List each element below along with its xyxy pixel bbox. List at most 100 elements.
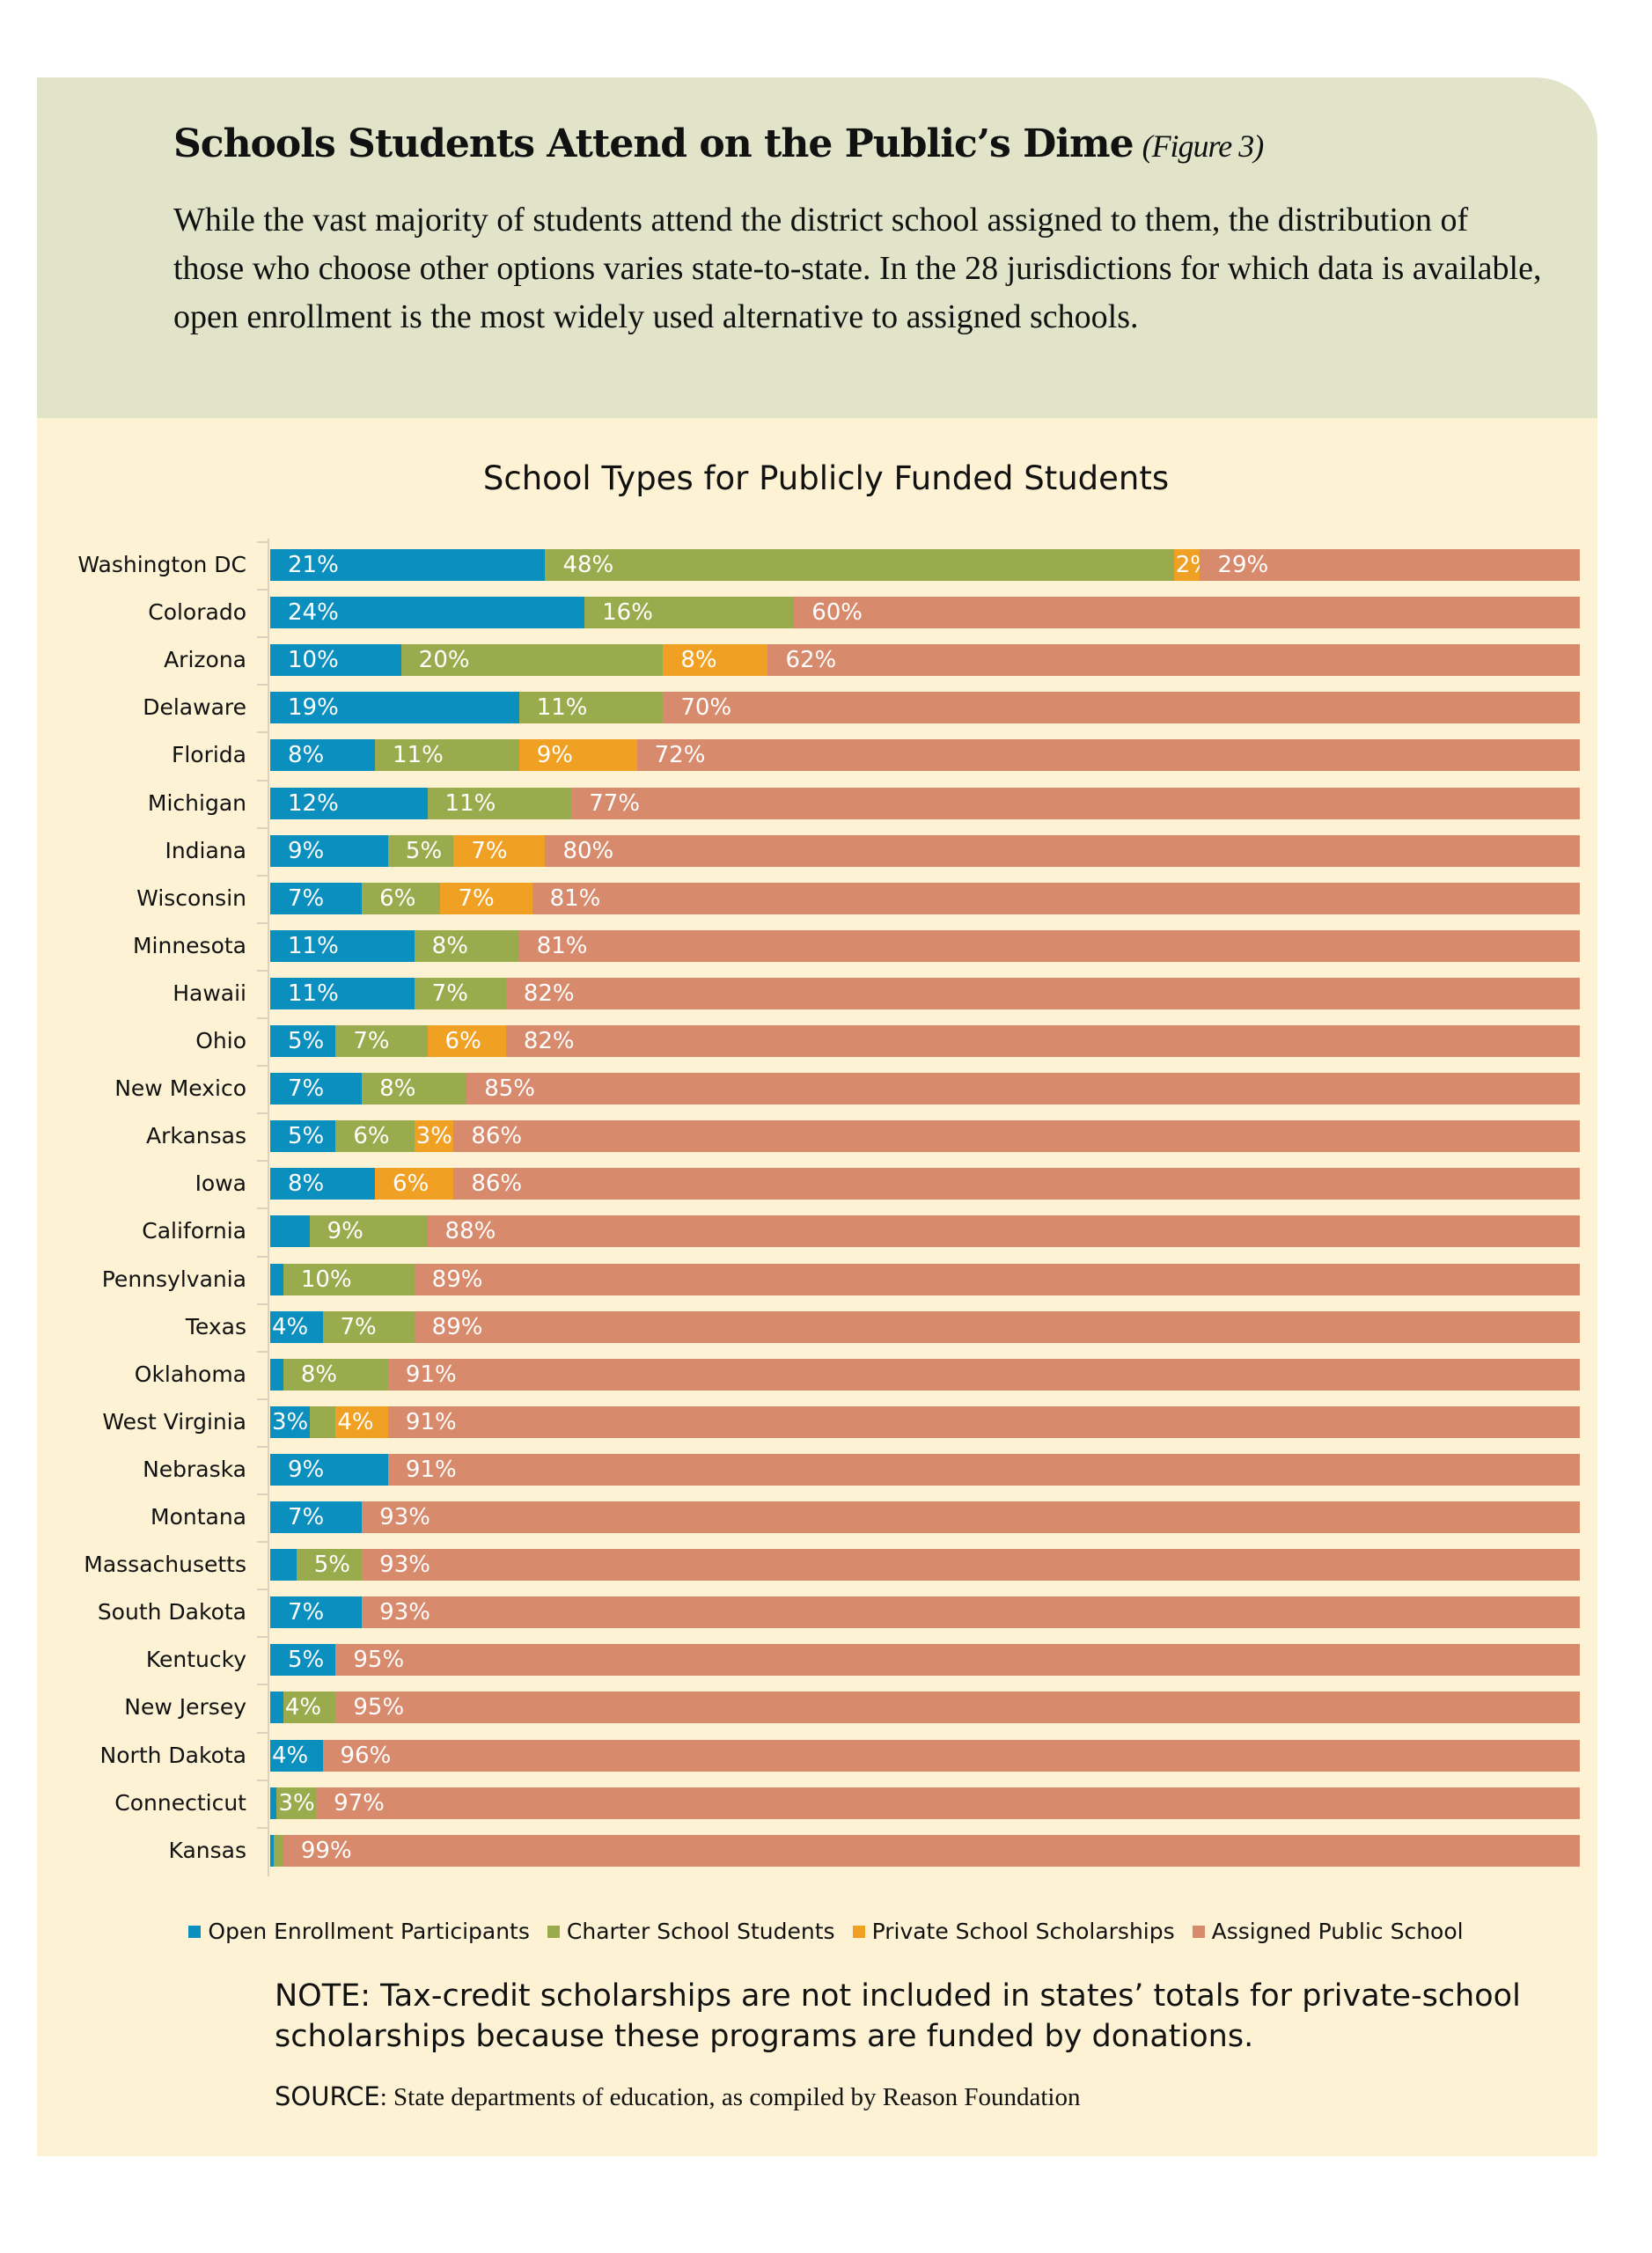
- row-label: Montana: [151, 1504, 246, 1530]
- axis-tick: [257, 1207, 269, 1210]
- data-label: 7%: [458, 884, 495, 912]
- bar-segment: [545, 834, 1580, 867]
- axis-tick: [257, 1017, 269, 1019]
- legend-label: Open Enrollment Participants: [208, 1919, 530, 1944]
- row-label: Colorado: [148, 599, 246, 626]
- data-label: 70%: [680, 694, 732, 722]
- axis-tick: [257, 779, 269, 782]
- row-label: Indiana: [165, 837, 246, 863]
- data-label: 5%: [313, 1552, 350, 1579]
- data-label: 8%: [680, 647, 717, 674]
- axis-tick: [257, 874, 269, 877]
- bar-segment: [270, 1834, 275, 1867]
- bar-segment: [270, 1453, 388, 1486]
- data-label: 29%: [1217, 552, 1269, 578]
- data-label: 91%: [405, 1408, 457, 1435]
- axis-tick: [257, 1112, 269, 1115]
- data-label: 5%: [405, 837, 443, 864]
- row-label: Michigan: [147, 789, 246, 816]
- legend-swatch: [852, 1926, 865, 1938]
- axis-tick: [257, 684, 269, 686]
- bar-segment: [270, 1549, 297, 1582]
- data-label: 6%: [393, 1171, 430, 1198]
- bar-segment: [362, 1073, 467, 1105]
- axis-tick: [257, 1065, 269, 1068]
- bar-segment: [794, 597, 1580, 629]
- bar-segment: [270, 1215, 310, 1248]
- legend-swatch: [547, 1926, 560, 1938]
- bar-segment: [270, 1692, 283, 1724]
- axis-tick: [257, 826, 269, 829]
- row-label: Ohio: [195, 1028, 246, 1053]
- data-label: 99%: [300, 1837, 352, 1864]
- source: SOURCE: State departments of education, …: [275, 2081, 1081, 2111]
- row-label: Connecticut: [114, 1789, 246, 1816]
- row-label: Texas: [185, 1313, 246, 1339]
- bar-segment: [270, 1358, 283, 1391]
- data-label: 77%: [589, 789, 641, 817]
- row-label: Pennsylvania: [101, 1266, 246, 1292]
- data-label: 11%: [393, 742, 444, 769]
- row-label: South Dakota: [97, 1599, 246, 1626]
- legend-label: Charter School Students: [566, 1919, 835, 1944]
- row-label: Arizona: [164, 647, 246, 673]
- bar-segment: [414, 1120, 454, 1153]
- data-label: 4%: [284, 1694, 322, 1721]
- data-label: 85%: [484, 1075, 535, 1103]
- axis-tick: [257, 1303, 269, 1305]
- bar-segment: [663, 692, 1580, 724]
- data-label: 5%: [288, 1123, 325, 1150]
- row-label: Iowa: [195, 1171, 246, 1197]
- bar-segment: [1173, 549, 1200, 581]
- data-label: 6%: [444, 1028, 481, 1054]
- data-label: 21%: [288, 552, 339, 578]
- data-label: 72%: [654, 742, 706, 769]
- data-label: 93%: [379, 1504, 430, 1530]
- data-label: 8%: [379, 1075, 416, 1103]
- row-label: Massachusetts: [84, 1552, 246, 1578]
- bar-segment: [427, 787, 572, 819]
- legend-swatch: [1192, 1926, 1205, 1938]
- bar-segment: [270, 549, 546, 581]
- bar-segment: [316, 1787, 1580, 1819]
- bar-segment: [375, 1168, 454, 1200]
- row-label: Oklahoma: [134, 1361, 246, 1387]
- bar-segment: [505, 1025, 1580, 1057]
- row-label: New Mexico: [114, 1075, 246, 1102]
- data-label: 81%: [549, 884, 601, 912]
- bar-segment: [571, 787, 1580, 819]
- axis-tick: [257, 1779, 269, 1781]
- figure-number: (Figure 3): [1142, 128, 1265, 164]
- data-label: 93%: [379, 1552, 430, 1579]
- bar-segment: [335, 1692, 1580, 1724]
- data-label: 91%: [405, 1361, 457, 1388]
- bar-segment: [414, 1310, 1580, 1343]
- data-label: 3%: [272, 1408, 309, 1435]
- row-label: New Jersey: [124, 1694, 246, 1721]
- figure-description: While the vast majority of students atte…: [173, 202, 1542, 335]
- bar-segment: [296, 1549, 363, 1582]
- bar-segment: [274, 1834, 283, 1867]
- bar-segment: [270, 1263, 283, 1295]
- bar-segment: [270, 644, 401, 677]
- bar-segment: [505, 977, 1580, 1009]
- data-label: 91%: [405, 1456, 457, 1483]
- bar-segment: [335, 1025, 428, 1057]
- data-label: 81%: [536, 932, 588, 959]
- bar-segment: [414, 929, 519, 962]
- bar-segment: [270, 1120, 336, 1153]
- bar-segment: [270, 929, 415, 962]
- axis-tick: [257, 1541, 269, 1544]
- row-label: Kansas: [168, 1837, 247, 1863]
- bar-segment: [276, 1787, 317, 1819]
- data-label: 9%: [327, 1218, 363, 1245]
- bar-segment: [270, 1787, 277, 1819]
- bar-segment: [584, 597, 795, 629]
- bar-segment: [270, 1739, 323, 1772]
- data-label: 20%: [418, 647, 470, 674]
- bar-segment: [518, 739, 637, 772]
- data-label: 95%: [353, 1694, 405, 1721]
- bar-segment: [322, 1310, 415, 1343]
- bar-segment: [335, 1405, 388, 1438]
- data-label: 96%: [340, 1742, 392, 1769]
